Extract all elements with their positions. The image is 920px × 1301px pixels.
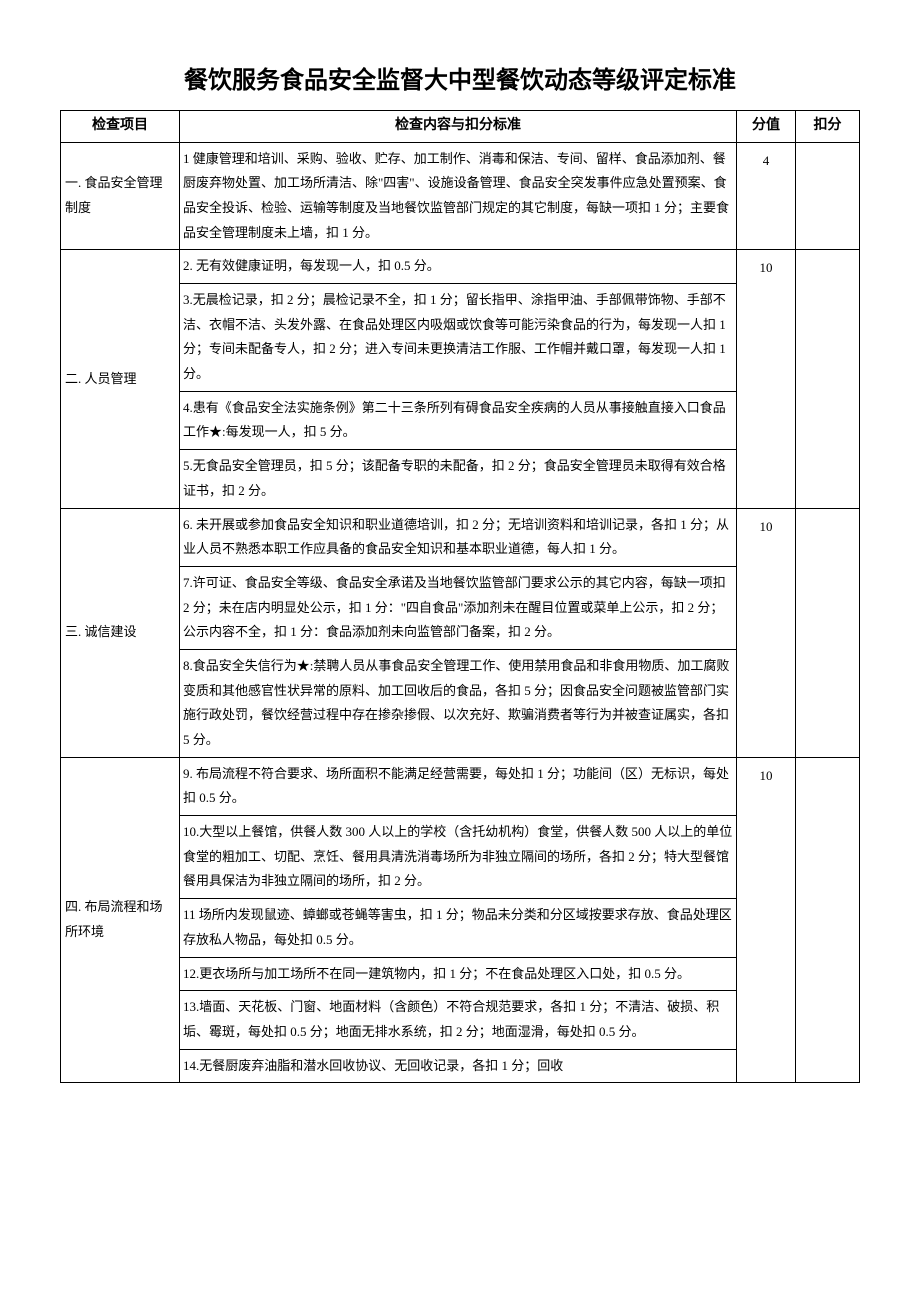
content-cell: 14.无餐厨废弃油脂和潜水回收协议、无回收记录，各扣 1 分；回收: [180, 1049, 737, 1083]
score-cell: 10: [737, 250, 796, 508]
content-cell: 8.食品安全失信行为★:禁聘人员从事食品安全管理工作、使用禁用食品和非食用物质、…: [180, 649, 737, 757]
content-cell: 11 场所内发现鼠迹、蟑螂或苍蝇等害虫，扣 1 分；物品未分类和分区域按要求存放…: [180, 899, 737, 957]
content-cell: 12.更衣场所与加工场所不在同一建筑物内，扣 1 分；不在食品处理区入口处，扣 …: [180, 957, 737, 991]
content-cell: 5.无食品安全管理员，扣 5 分；该配备专职的未配备，扣 2 分；食品安全管理员…: [180, 450, 737, 508]
score-cell: 10: [737, 508, 796, 757]
deduct-cell: [796, 508, 860, 757]
header-deduct: 扣分: [796, 111, 860, 143]
table-row: 一. 食品安全管理制度 1 健康管理和培训、采购、验收、贮存、加工制作、消毒和保…: [61, 142, 860, 250]
table-row: 二. 人员管理 2. 无有效健康证明，每发现一人，扣 0.5 分。 10: [61, 250, 860, 284]
content-cell: 2. 无有效健康证明，每发现一人，扣 0.5 分。: [180, 250, 737, 284]
deduct-cell: [796, 142, 860, 250]
content-cell: 10.大型以上餐馆，供餐人数 300 人以上的学校（含托幼机构）食堂，供餐人数 …: [180, 816, 737, 899]
content-cell: 9. 布局流程不符合要求、场所面积不能满足经营需要，每处扣 1 分；功能间（区）…: [180, 757, 737, 815]
standards-table: 检查项目 检查内容与扣分标准 分值 扣分 一. 食品安全管理制度 1 健康管理和…: [60, 110, 860, 1083]
content-cell: 3.无晨检记录，扣 2 分；晨检记录不全，扣 1 分；留长指甲、涂指甲油、手部佩…: [180, 284, 737, 392]
content-cell: 1 健康管理和培训、采购、验收、贮存、加工制作、消毒和保洁、专间、留样、食品添加…: [180, 142, 737, 250]
header-content: 检查内容与扣分标准: [180, 111, 737, 143]
header-score: 分值: [737, 111, 796, 143]
item-cell: 三. 诚信建设: [61, 508, 180, 757]
table-row: 三. 诚信建设 6. 未开展或参加食品安全知识和职业道德培训，扣 2 分；无培训…: [61, 508, 860, 566]
content-cell: 6. 未开展或参加食品安全知识和职业道德培训，扣 2 分；无培训资料和培训记录，…: [180, 508, 737, 566]
score-cell: 4: [737, 142, 796, 250]
table-row: 四. 布局流程和场所环境 9. 布局流程不符合要求、场所面积不能满足经营需要，每…: [61, 757, 860, 815]
item-cell: 一. 食品安全管理制度: [61, 142, 180, 250]
item-cell: 二. 人员管理: [61, 250, 180, 508]
content-cell: 13.墙面、天花板、门窗、地面材料（含颜色）不符合规范要求，各扣 1 分；不清洁…: [180, 991, 737, 1049]
score-cell: 10: [737, 757, 796, 1083]
deduct-cell: [796, 250, 860, 508]
item-cell: 四. 布局流程和场所环境: [61, 757, 180, 1083]
deduct-cell: [796, 757, 860, 1083]
header-item: 检查项目: [61, 111, 180, 143]
content-cell: 4.患有《食品安全法实施条例》第二十三条所列有碍食品安全疾病的人员从事接触直接入…: [180, 391, 737, 449]
content-cell: 7.许可证、食品安全等级、食品安全承诺及当地餐饮监管部门要求公示的其它内容，每缺…: [180, 566, 737, 649]
table-header-row: 检查项目 检查内容与扣分标准 分值 扣分: [61, 111, 860, 143]
page-title: 餐饮服务食品安全监督大中型餐饮动态等级评定标准: [60, 60, 860, 95]
